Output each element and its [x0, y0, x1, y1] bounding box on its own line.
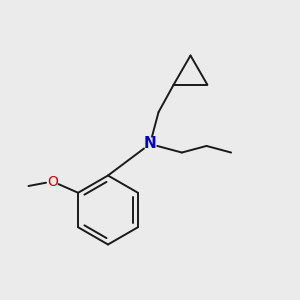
Text: N: N — [144, 136, 156, 152]
Text: O: O — [47, 175, 58, 188]
